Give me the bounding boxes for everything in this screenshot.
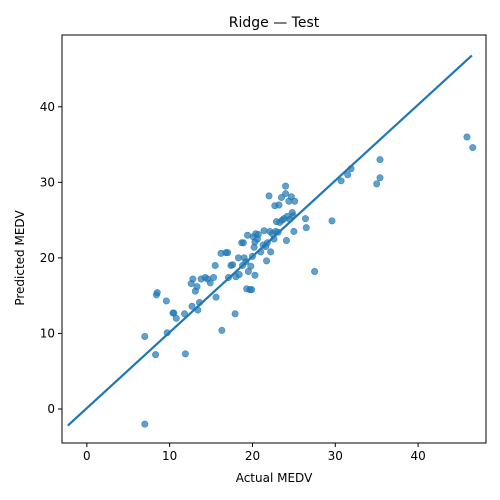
y-tick-label: 0 [47,402,55,416]
data-point [290,227,298,235]
data-point [212,293,220,301]
data-point [263,257,271,265]
data-points [141,133,477,428]
fit-line-layer [67,54,473,427]
y-tick-label: 40 [40,100,55,114]
data-point [267,248,275,256]
data-point [247,262,255,270]
data-point [181,350,189,358]
data-point [153,289,161,297]
data-point [265,192,273,200]
x-tick-label: 0 [83,449,91,463]
data-point [282,190,290,198]
data-point [162,297,170,305]
x-axis-ticks: 0 10 20 30 40 [83,443,426,463]
x-tick-label: 40 [410,449,425,463]
data-point [218,326,226,334]
data-point [189,275,197,283]
chart-title: Ridge — Test [229,15,320,31]
data-point [152,351,160,359]
data-point [291,197,299,205]
data-point [328,217,336,225]
data-point [141,332,149,340]
data-point [282,237,290,245]
data-point [337,177,345,185]
data-point [248,286,256,294]
data-point [244,231,252,239]
data-point [206,279,214,287]
y-axis-label: Predicted MEDV [13,210,27,306]
data-point [463,133,471,141]
data-point [469,144,477,152]
data-point [188,302,196,310]
data-point [229,261,237,269]
data-point [234,254,242,262]
y-tick-label: 10 [40,326,55,340]
data-point [235,271,243,279]
y-axis-ticks: 0 10 20 30 40 [40,100,62,416]
data-point [224,249,232,257]
y-tick-label: 20 [40,251,55,265]
data-point [251,271,259,279]
identity-line [67,54,473,427]
data-point [181,310,189,318]
data-point [344,171,352,179]
x-tick-label: 20 [245,449,260,463]
data-point [210,274,218,282]
data-point [211,261,219,269]
data-point [275,201,283,209]
data-point [376,174,384,182]
x-tick-label: 10 [162,449,177,463]
data-point [301,215,309,223]
plot-area [61,34,487,444]
y-tick-label: 30 [40,175,55,189]
x-tick-label: 30 [328,449,343,463]
x-axis-label: Actual MEDV [236,471,313,485]
data-point [302,224,310,232]
data-point [231,310,239,318]
data-point [172,314,180,322]
data-point [260,227,268,235]
data-point [239,239,247,247]
data-point [193,283,201,291]
axes-frame [61,34,487,444]
data-point [141,420,149,428]
data-point [254,230,262,238]
data-point [376,156,384,164]
data-point [373,180,381,188]
data-point [282,182,290,190]
data-point [311,267,319,275]
